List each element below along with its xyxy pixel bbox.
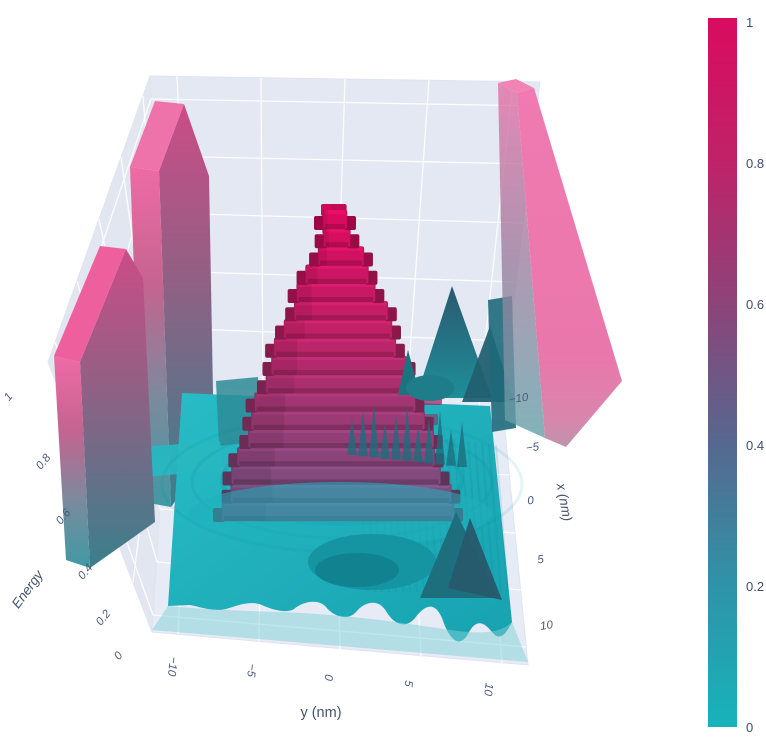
scene[interactable] [47,75,622,666]
x-tick: 10 [539,619,554,633]
colorbar-tick: 0 [746,720,753,735]
z-tick: 1 [2,391,15,404]
colorbar-tick: 0.6 [746,297,764,312]
y-axis-title: y (nm) [300,705,341,721]
barrier-wall-right [498,79,622,447]
surface-skirt [152,606,528,662]
z-axis-title: Energy [9,567,47,611]
x-tick: −5 [525,441,540,455]
x-tick: 5 [537,554,546,567]
basin-left-band [141,441,224,477]
y-tick: −5 [244,663,258,678]
x-axis-title: x (nm) [554,481,576,522]
colorbar-tick: 0.8 [746,156,764,171]
y-tick: 5 [402,679,415,687]
y-tick: 10 [481,682,495,697]
z-tick: 0.8 [34,452,54,472]
z-tick: 0.2 [94,608,114,628]
colorbar-tick: 0.4 [746,438,764,453]
peak-base-wash [188,482,492,546]
z-tick: 0 [112,649,126,662]
colorbar-tick: 1 [746,15,753,30]
x-tick: −10 [508,392,530,407]
colorbar: 1 0.8 0.6 0.4 0.2 0 [708,15,764,735]
colorbar-gradient [708,18,737,727]
colorbar-tick: 0.2 [746,579,764,594]
minor-peaks [308,286,516,600]
y-tick: −10 [165,656,179,677]
y-tick: 0 [322,673,335,681]
spike-ridge [347,403,467,467]
x-tick: 0 [527,495,536,508]
barrier-pillar-front [54,246,155,568]
